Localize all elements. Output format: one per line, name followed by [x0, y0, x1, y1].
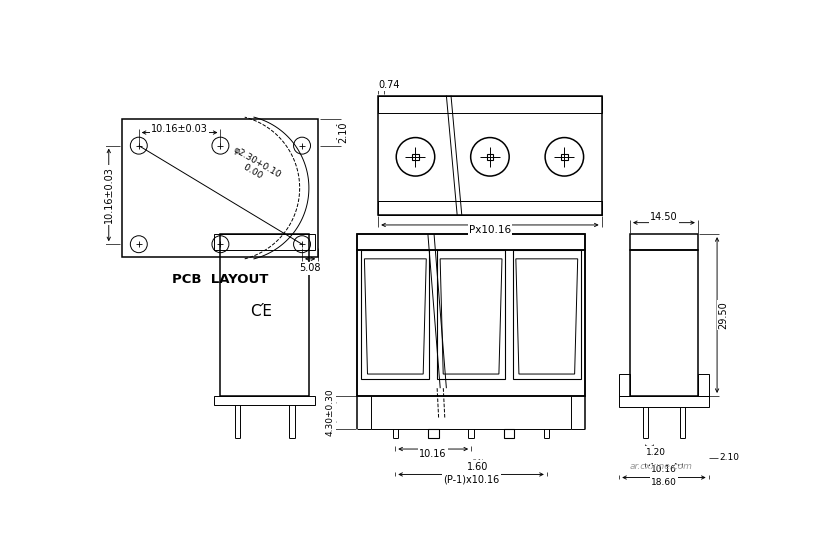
Text: 2.10: 2.10	[720, 453, 739, 462]
Bar	[357, 249, 584, 396]
Text: 5.08: 5.08	[300, 264, 321, 273]
Text: 18.60: 18.60	[651, 478, 677, 488]
Text: Px10.16: Px10.16	[469, 225, 511, 235]
Bar	[357, 234, 584, 396]
Bar	[215, 396, 315, 405]
Bar	[122, 119, 318, 257]
Text: PCB  LAYOUT: PCB LAYOUT	[172, 273, 268, 286]
Bar	[561, 153, 568, 160]
Text: CΈ: CΈ	[250, 304, 272, 319]
Text: 0.74: 0.74	[378, 80, 400, 90]
Text: 10.16: 10.16	[419, 449, 447, 458]
Text: 29.50: 29.50	[718, 301, 728, 329]
Bar	[362, 249, 429, 379]
Bar	[620, 374, 630, 396]
Bar	[513, 249, 581, 379]
Text: 14.50: 14.50	[650, 212, 678, 222]
Bar	[378, 201, 601, 215]
Bar	[487, 153, 493, 160]
Text: 10.16±0.03: 10.16±0.03	[151, 124, 208, 134]
Text: (P-1)x10.16: (P-1)x10.16	[443, 475, 499, 485]
Bar	[630, 234, 698, 249]
Bar	[357, 234, 584, 249]
Bar	[378, 96, 601, 215]
Text: 4.30±0.30: 4.30±0.30	[326, 389, 334, 436]
Bar	[428, 429, 438, 438]
Text: ar.cxxıne.com: ar.cxxıne.com	[630, 462, 692, 471]
Bar	[630, 249, 698, 396]
Text: 1.20: 1.20	[645, 448, 665, 457]
Bar	[215, 234, 315, 249]
Bar	[698, 374, 709, 396]
Bar	[378, 96, 601, 112]
Bar	[412, 153, 419, 160]
Bar	[620, 396, 709, 407]
Text: 10.16±0.03: 10.16±0.03	[104, 166, 114, 224]
Bar	[220, 234, 309, 396]
Bar	[504, 429, 514, 438]
Bar	[437, 249, 505, 379]
Text: 2.10: 2.10	[339, 122, 349, 143]
Text: 1.60: 1.60	[467, 462, 488, 472]
Text: φ2.30+0.10
      0.00: φ2.30+0.10 0.00	[226, 145, 283, 189]
Text: 10.16: 10.16	[651, 465, 677, 474]
